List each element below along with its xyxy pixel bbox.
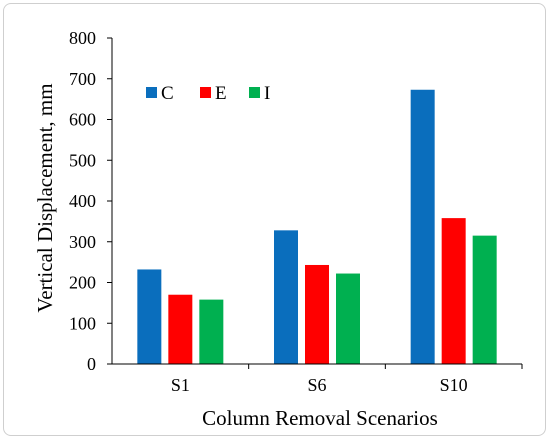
y-tick-label: 300 — [69, 232, 96, 252]
bar-I-S1 — [199, 299, 224, 364]
bar-C-S10 — [410, 89, 435, 364]
bar-I-S10 — [472, 235, 497, 364]
x-axis-title: Column Removal Scenarios — [202, 406, 438, 430]
legend-label-I: I — [264, 83, 270, 104]
y-tick-label: 800 — [69, 28, 96, 48]
bar-C-S6 — [274, 230, 298, 364]
bar-I-S6 — [336, 273, 360, 364]
legend-swatch-I — [249, 87, 260, 98]
bar-E-S10 — [441, 218, 466, 364]
y-axis-title: Vertical Displacement, mm — [33, 83, 57, 312]
bar-E-S1 — [168, 294, 193, 364]
x-tick-label: S1 — [171, 375, 190, 395]
x-tick-label: S10 — [440, 375, 468, 395]
bar-C-S1 — [137, 269, 162, 364]
y-tick-label: 700 — [69, 69, 96, 89]
legend-swatch-C — [146, 87, 157, 98]
x-tick-label: S6 — [307, 375, 326, 395]
bar-E-S6 — [305, 264, 329, 364]
y-tick-label: 200 — [69, 273, 96, 293]
legend-label-C: C — [161, 83, 174, 104]
y-tick-label: 500 — [69, 150, 96, 170]
y-tick-label: 100 — [69, 313, 96, 333]
legend-label-E: E — [215, 83, 227, 104]
y-tick-label: 400 — [69, 191, 96, 211]
y-tick-label: 0 — [87, 354, 96, 374]
legend-swatch-E — [200, 87, 211, 98]
chart-marks — [137, 89, 497, 364]
x-axis-ticks: S1 S6 S10 — [171, 364, 523, 395]
y-tick-label: 600 — [69, 110, 96, 130]
y-axis-ticks: 0 100 200 300 400 500 600 700 800 — [69, 28, 112, 374]
